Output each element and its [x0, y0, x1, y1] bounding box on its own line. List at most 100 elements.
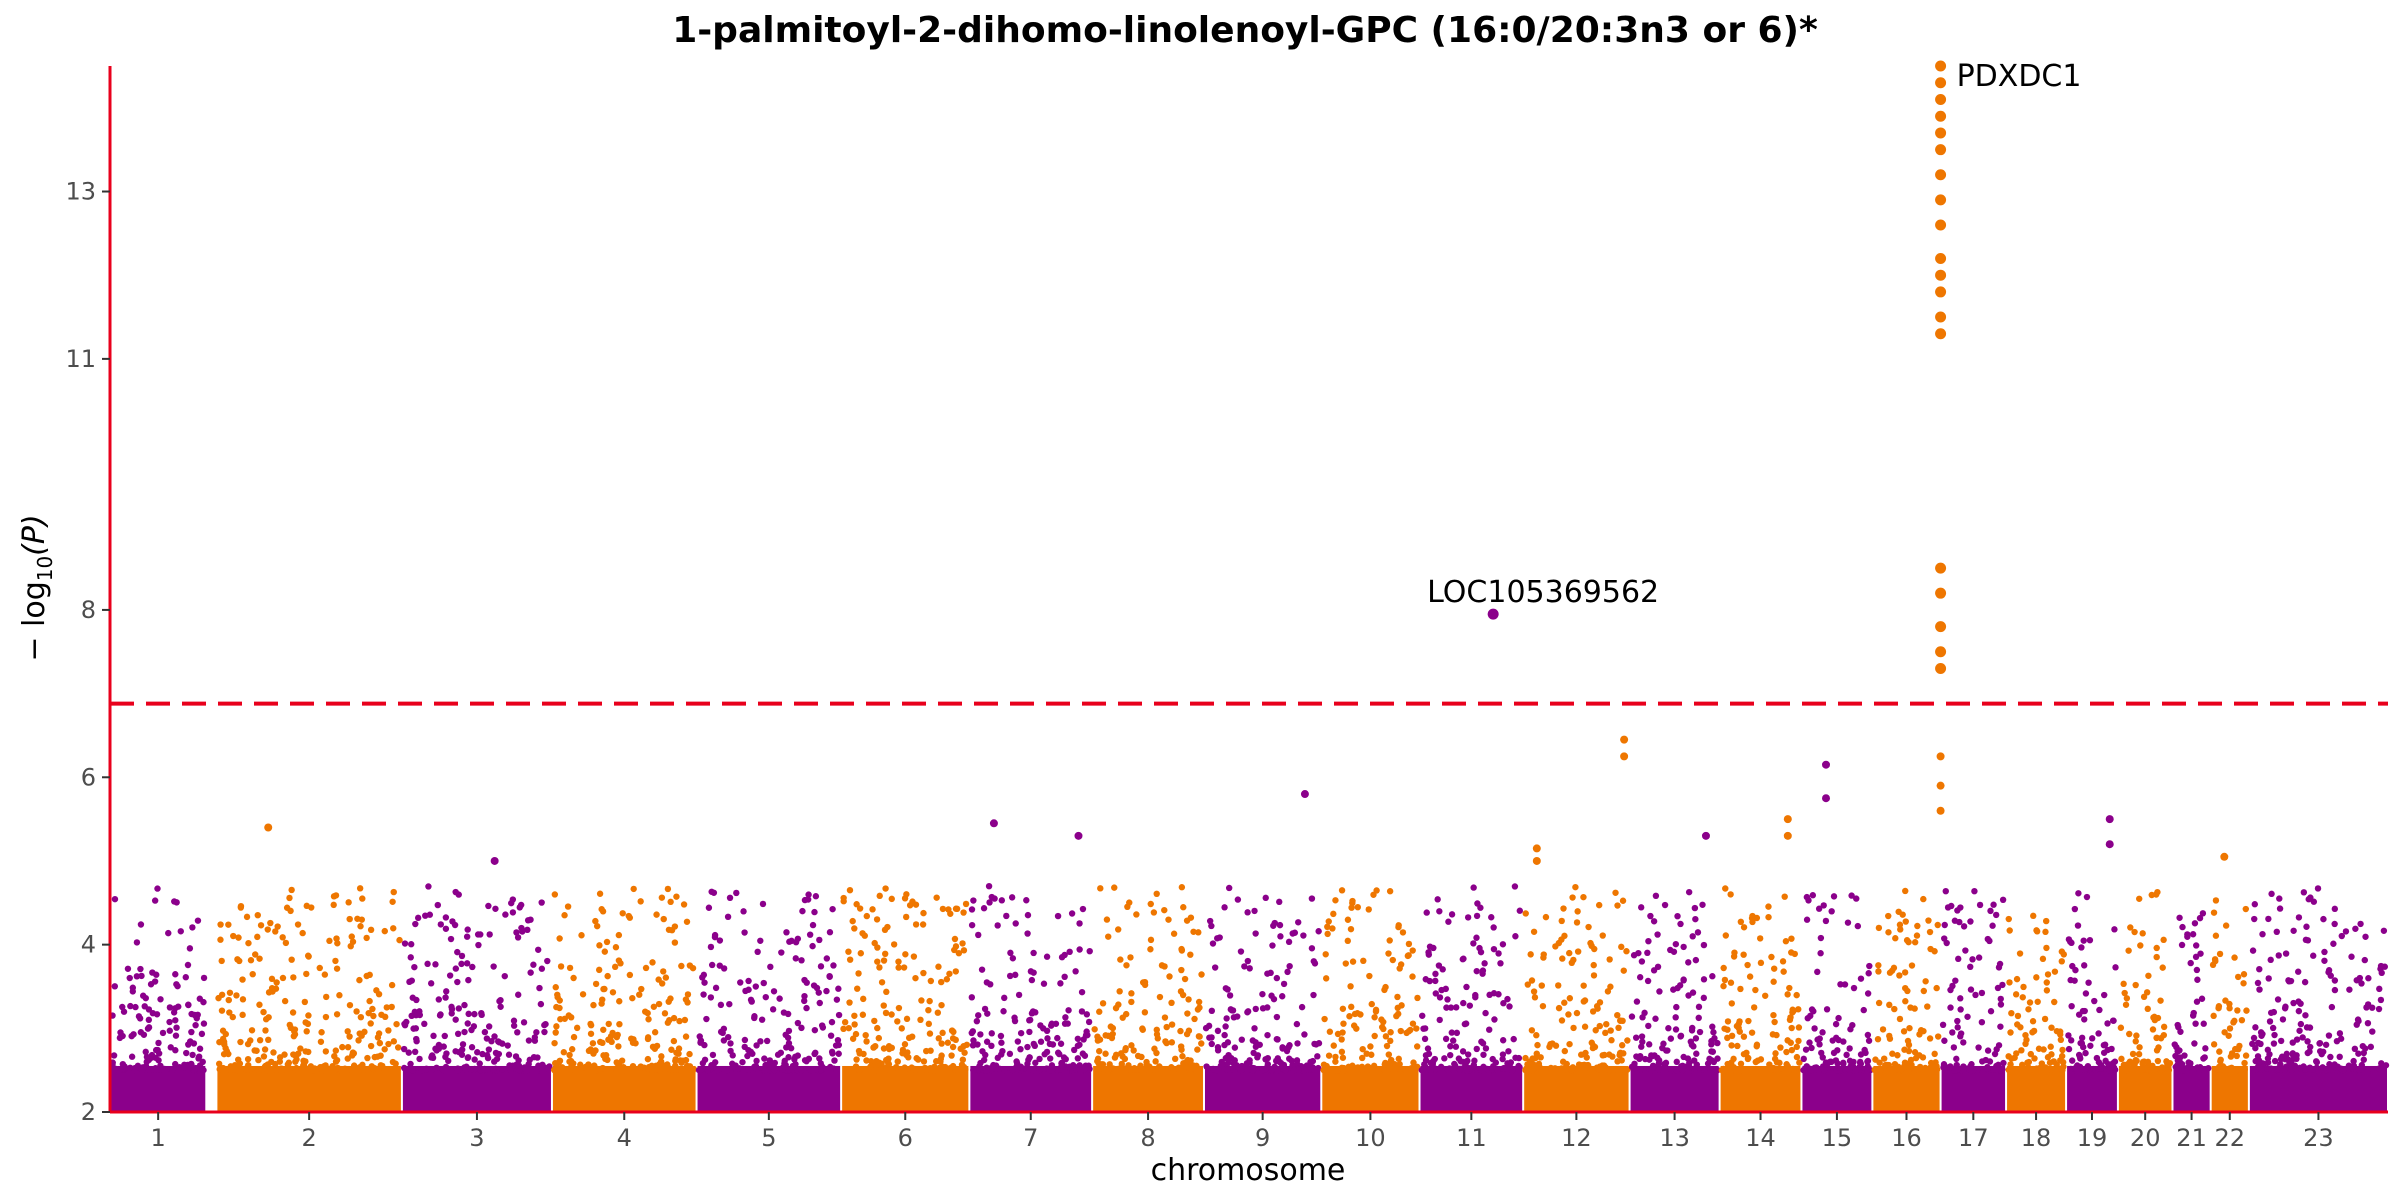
snp-point	[2382, 1062, 2390, 1069]
snp-point	[876, 892, 883, 900]
snp-point	[1971, 887, 1978, 895]
snp-point	[128, 1032, 135, 1040]
snp-point	[740, 908, 747, 915]
snp-point	[1808, 1006, 1816, 1013]
snp-point	[442, 1053, 449, 1061]
snp-point	[1889, 1050, 1896, 1057]
snp-point	[1920, 987, 1928, 995]
snp-point	[1667, 1035, 1675, 1042]
snp-point	[1006, 1050, 1014, 1058]
snp-point	[2050, 1058, 2058, 1065]
snp-point	[1756, 1066, 1764, 1074]
snp-point	[811, 908, 818, 916]
snp-point	[955, 950, 963, 957]
snp-point	[712, 984, 720, 992]
snp-point	[988, 1030, 995, 1037]
snp-point	[1121, 1055, 1129, 1063]
gene-label: PDXDC1	[1957, 59, 2082, 94]
snp-point	[733, 889, 740, 897]
snp-point	[1434, 896, 1441, 903]
snp-point	[1321, 1015, 1328, 1023]
snp-point	[1942, 887, 1949, 895]
snp-point	[1049, 1041, 1057, 1048]
snp-point	[1398, 1002, 1405, 1009]
snp-point	[236, 1060, 244, 1067]
snp-point	[285, 1059, 293, 1066]
snp-point	[2065, 1045, 2073, 1053]
snp-point	[1535, 1060, 1543, 1068]
snp-point	[689, 1066, 696, 1074]
snp-point	[416, 1055, 423, 1063]
snp-point	[709, 1051, 717, 1059]
snp-point	[265, 1036, 272, 1044]
snp-point	[884, 923, 891, 931]
snp-point	[857, 950, 865, 957]
snp-point	[720, 1037, 728, 1044]
snp-point	[856, 905, 864, 912]
snp-point	[633, 1066, 640, 1074]
snp-point	[1947, 1004, 1954, 1011]
snp-point	[249, 970, 256, 978]
snp-point	[1558, 917, 1565, 925]
snp-point	[1383, 1042, 1391, 1050]
snp-point	[183, 1049, 190, 1057]
snp-point	[1572, 883, 1579, 891]
point-cloud-base	[697, 1065, 841, 1112]
snp-point	[403, 1018, 410, 1026]
snp-point	[1612, 889, 1619, 896]
snp-point	[2131, 928, 2138, 936]
snp-point	[901, 1041, 909, 1048]
snp-point	[2024, 1065, 2032, 1073]
snp-point	[1941, 921, 1948, 929]
snp-point	[1700, 1066, 1708, 1074]
snp-point	[1457, 1058, 1464, 1065]
snp-point	[2276, 905, 2284, 912]
snp-point	[1957, 1030, 1965, 1037]
snp-point	[1632, 1034, 1640, 1041]
snp-point	[1594, 1005, 1601, 1012]
snp-point	[2068, 1037, 2075, 1044]
snp-point	[2348, 953, 2355, 960]
snp-point	[454, 948, 461, 956]
snp-point	[2270, 1008, 2278, 1016]
snp-point	[1482, 1045, 1490, 1052]
snp-point	[332, 957, 339, 965]
snp-point	[798, 1024, 805, 1032]
snp-point	[1221, 1031, 1228, 1039]
snp-point	[874, 944, 881, 951]
snp-point	[829, 905, 836, 913]
snp-point	[584, 1065, 591, 1073]
snp-point	[683, 918, 691, 925]
snp-point	[237, 1038, 244, 1046]
snp-point	[223, 1047, 231, 1055]
snp-point	[2326, 1066, 2334, 1073]
snp-point	[172, 971, 179, 978]
snp-point	[1705, 1066, 1713, 1074]
snp-point	[767, 963, 774, 971]
snp-point	[1689, 933, 1696, 940]
snp-point	[550, 1066, 558, 1074]
snp-point	[1061, 1020, 1069, 1027]
snp-point	[570, 1033, 578, 1041]
snp-point	[2243, 1007, 2250, 1014]
snp-point	[650, 1003, 658, 1010]
snp-point	[1453, 1004, 1460, 1011]
snp-point	[356, 885, 364, 892]
chromosome-18-points	[2005, 912, 2068, 1112]
snp-point	[488, 1038, 495, 1045]
snp-point	[1847, 1026, 1854, 1033]
snp-point	[1837, 981, 1844, 988]
snp-point	[273, 979, 280, 986]
snp-point	[1850, 984, 1858, 992]
snp-point	[785, 1040, 793, 1047]
snp-point	[609, 989, 617, 996]
snp-point	[1099, 1000, 1107, 1007]
snp-point	[1692, 1035, 1700, 1042]
snp-point	[2346, 986, 2353, 993]
snp-point	[1332, 897, 1339, 904]
snp-point	[2014, 1021, 2021, 1028]
snp-point	[1332, 1058, 1339, 1065]
snp-point	[152, 1054, 159, 1061]
snp-point	[166, 1027, 173, 1034]
snp-point	[832, 1066, 840, 1074]
